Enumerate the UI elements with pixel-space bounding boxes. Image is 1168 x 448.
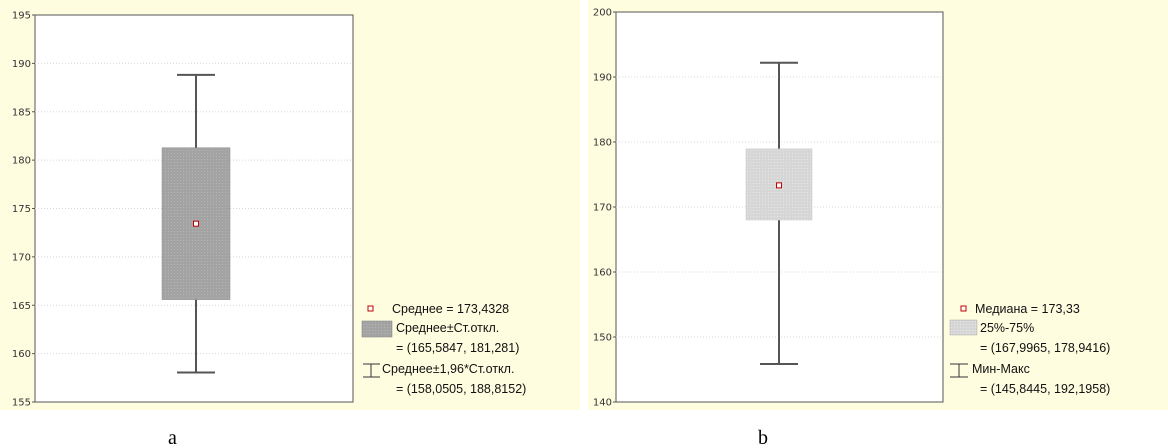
legend-center-marker-b [960,305,967,312]
y-tick-label: 155 [12,398,31,409]
legend-center-label-b: Медиана = 173,33 [975,302,1080,316]
y-tick-label: 160 [12,349,31,360]
legend-center-marker-a [367,305,374,312]
boxplot-b [745,61,813,366]
y-tick-label: 195 [12,11,31,22]
legend-b: Медиана = 173,33 25%-75% = (167,9965, 17… [949,302,1110,396]
y-tick-label: 150 [593,333,612,344]
center-marker [193,220,199,227]
legend-box-swatch-a [361,320,393,338]
grid-b [616,76,943,338]
y-tick-label: 170 [593,203,612,214]
y-axis-a: 155 160 165 170 175 180 185 190 195 [12,11,35,409]
legend-whisker-symbol-a [363,363,380,378]
legend-box-swatch-b [949,319,978,336]
legend-whisker-label-b: Мин-Макс [972,362,1030,376]
caption-b: b [758,427,768,448]
y-tick-label: 180 [12,156,31,167]
caption-a: a [168,427,177,448]
legend-whisker-range-a: = (158,0505, 188,8152) [396,382,526,396]
chart-panel-a: 155 160 165 170 175 180 185 190 195 Среднее = 17… [0,0,580,410]
legend-box-label-a: Среднее±Ст.откл. [396,321,499,335]
center-marker [776,182,782,189]
y-tick-label: 165 [12,301,31,312]
legend-box-range-b: = (167,9965, 178,9416) [980,341,1110,355]
legend-whisker-range-b: = (145,8445, 192,1958) [980,382,1110,396]
y-tick-label: 200 [593,8,612,19]
legend-box-range-a: = (165,5847, 181,281) [396,341,519,355]
boxplot-a [161,73,231,374]
y-tick-label: 190 [12,59,31,70]
legend-whisker-symbol-b [950,363,968,378]
legend-a: Среднее = 173,4328 Среднее±Ст.откл. = (1… [361,302,526,396]
legend-box-label-b: 25%-75% [980,321,1034,335]
legend-whisker-label-a: Среднее±1,96*Ст.откл. [382,362,514,376]
y-tick-label: 170 [12,252,31,263]
y-tick-label: 160 [593,268,612,279]
legend-center-label-a: Среднее = 173,4328 [392,302,509,316]
chart-panel-b: 140 150 160 170 180 190 200 Медиана = 173,33 2… [588,0,1168,410]
y-tick-label: 180 [593,138,612,149]
y-tick-label: 140 [593,398,612,409]
y-tick-label: 175 [12,204,31,215]
y-tick-label: 185 [12,107,31,118]
y-axis-b: 140 150 160 170 180 190 200 [593,8,616,409]
y-tick-label: 190 [593,73,612,84]
